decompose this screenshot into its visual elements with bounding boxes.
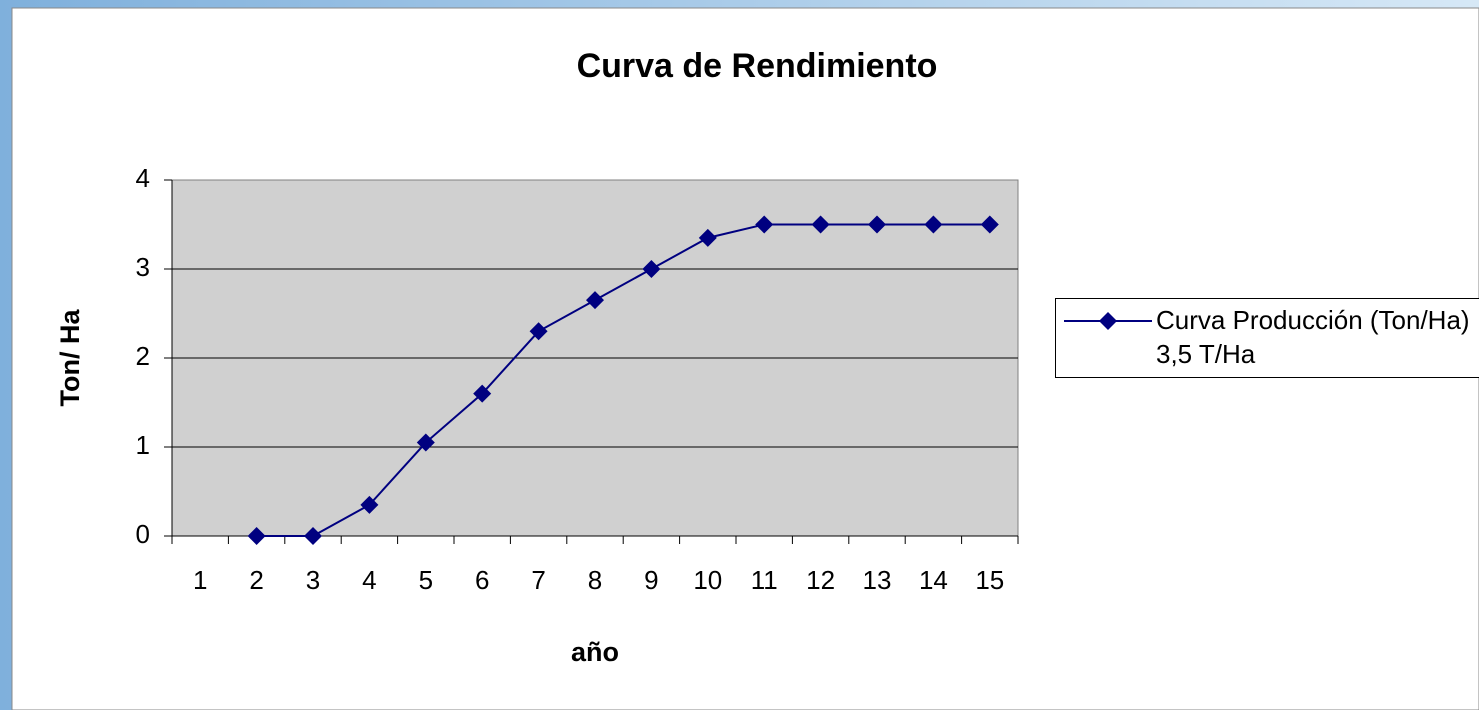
point [416, 433, 435, 452]
x-tick-label: 7 [531, 565, 545, 595]
x-tick-label: 5 [419, 565, 433, 595]
legend-key [1064, 312, 1152, 330]
x-tick-label: 12 [806, 565, 835, 595]
point [304, 527, 322, 545]
point [529, 322, 548, 341]
x-tick-label: 10 [693, 565, 722, 595]
x-tick-label: 11 [751, 565, 778, 595]
legend-label: Curva Producción (Ton/Ha) 3,5 T/Ha [1156, 305, 1470, 369]
x-tick-label: 6 [475, 565, 489, 595]
legend: Curva Producción (Ton/Ha) 3,5 T/Ha [1055, 298, 1479, 378]
x-tick-label: 3 [306, 565, 320, 595]
x-tick-label: 4 [362, 565, 376, 595]
x-tick-label: 9 [644, 565, 658, 595]
point [980, 215, 999, 234]
y-tick-label: 0 [136, 519, 150, 549]
point [642, 260, 661, 278]
series-line [256, 223, 990, 537]
x-axis-label: año [571, 637, 619, 667]
point [924, 215, 943, 234]
x-tick-label: 13 [863, 565, 892, 595]
point [360, 495, 379, 514]
x-tick-label: 1 [193, 565, 207, 595]
y-tick-label: 4 [136, 163, 150, 193]
y-tick-label: 3 [136, 252, 150, 282]
x-tick-label: 14 [919, 565, 948, 595]
point [473, 384, 492, 403]
legend-marker [1099, 312, 1117, 330]
x-tick-label: 8 [588, 565, 602, 595]
point [247, 527, 266, 545]
y-tick-label: 1 [136, 430, 150, 460]
point [811, 215, 830, 234]
chart-title: Curva de Rendimiento [577, 47, 938, 85]
x-tick-label: 2 [249, 565, 263, 595]
point [755, 215, 774, 234]
point [698, 228, 717, 247]
point [586, 291, 604, 310]
y-axis-label: Ton/ Ha [55, 309, 85, 407]
x-tick-label: 15 [975, 565, 1004, 595]
point [868, 215, 886, 234]
y-tick-label: 2 [136, 341, 150, 371]
